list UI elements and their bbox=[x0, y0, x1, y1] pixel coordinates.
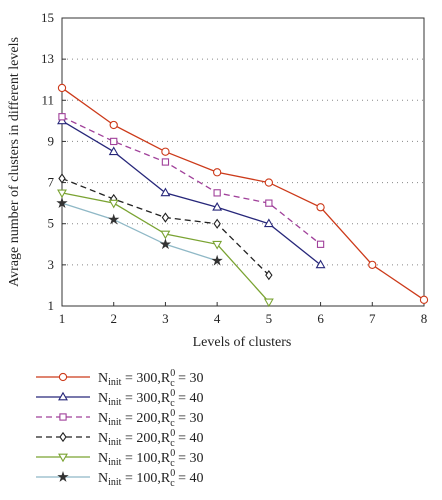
data-point bbox=[316, 240, 325, 248]
y-tick-label: 13 bbox=[41, 51, 54, 66]
data-point bbox=[160, 187, 171, 197]
legend-item: Ninit = 100,R0 c = 40 bbox=[36, 468, 204, 489]
x-tick-label: 3 bbox=[162, 311, 169, 326]
legend-label: Ninit = 300,R0 c = 30 bbox=[98, 368, 204, 389]
legend-marker bbox=[58, 372, 68, 382]
data-point bbox=[263, 218, 274, 228]
series-5 bbox=[57, 189, 274, 308]
data-point bbox=[110, 137, 118, 146]
data-point bbox=[108, 213, 120, 225]
data-point bbox=[108, 199, 119, 209]
x-tick-label: 2 bbox=[110, 311, 117, 326]
series-2 bbox=[57, 115, 326, 269]
data-point bbox=[212, 201, 223, 211]
y-tick-label: 1 bbox=[48, 298, 55, 313]
data-point bbox=[57, 83, 67, 93]
x-tick-label: 1 bbox=[59, 311, 66, 326]
data-point bbox=[213, 189, 221, 197]
legend-item: Ninit = 200,R0 c = 30 bbox=[36, 408, 204, 429]
y-tick-label: 5 bbox=[48, 216, 55, 231]
data-point bbox=[159, 238, 172, 250]
x-tick-label: 4 bbox=[214, 311, 221, 326]
data-point bbox=[160, 230, 171, 240]
legend-marker bbox=[59, 413, 67, 421]
data-point bbox=[108, 146, 119, 156]
data-point bbox=[212, 168, 222, 177]
data-point bbox=[58, 113, 66, 121]
data-point bbox=[161, 158, 170, 166]
legend-label: Ninit = 200,R0 c = 40 bbox=[98, 428, 204, 449]
y-tick-label: 15 bbox=[41, 10, 54, 25]
series-line bbox=[61, 87, 425, 301]
data-point bbox=[161, 147, 170, 156]
y-tick-label: 11 bbox=[41, 92, 54, 107]
legend-item: Ninit = 100,R0 c = 30 bbox=[36, 448, 204, 469]
data-point bbox=[58, 173, 66, 184]
data-point bbox=[316, 203, 325, 212]
data-point bbox=[161, 212, 170, 223]
data-point bbox=[264, 178, 274, 187]
y-tick-label: 7 bbox=[48, 175, 55, 190]
grid-lines bbox=[62, 58, 424, 266]
x-axis-ticks: 1 2 3 4 5 6 7 8 bbox=[59, 302, 428, 326]
data-point bbox=[265, 269, 273, 281]
series-6 bbox=[56, 197, 223, 266]
series-1 bbox=[57, 83, 429, 304]
legend-marker bbox=[58, 391, 68, 401]
data-point bbox=[315, 259, 326, 269]
series-line bbox=[61, 202, 218, 262]
legend-marker bbox=[58, 453, 68, 463]
data-point bbox=[263, 298, 274, 308]
series-3 bbox=[58, 113, 325, 248]
data-point bbox=[265, 199, 273, 207]
data-point bbox=[57, 189, 67, 199]
data-point bbox=[368, 260, 377, 270]
data-point bbox=[212, 240, 223, 250]
x-tick-label: 6 bbox=[317, 311, 324, 326]
series-line bbox=[61, 120, 321, 266]
data-point bbox=[56, 197, 68, 208]
legend-label: Ninit = 100,R0 c = 30 bbox=[98, 448, 204, 469]
series-4 bbox=[58, 173, 273, 281]
x-axis-title: Levels of clusters bbox=[193, 335, 292, 350]
data-point bbox=[211, 254, 223, 266]
y-tick-label: 9 bbox=[48, 133, 55, 148]
series-group bbox=[56, 83, 429, 308]
data-point bbox=[419, 295, 429, 304]
series-line bbox=[61, 116, 321, 245]
legend-item: Ninit = 300,R0 c = 40 bbox=[36, 388, 204, 409]
legend-marker bbox=[57, 471, 69, 482]
legend-label: Ninit = 100,R0 c = 40 bbox=[98, 468, 204, 489]
legend-item: Ninit = 200,R0 c = 40 bbox=[36, 428, 204, 449]
x-tick-label: 7 bbox=[369, 311, 376, 326]
legend-label: Ninit = 200,R0 c = 30 bbox=[98, 408, 204, 429]
legend-item: Ninit = 300,R0 c = 30 bbox=[36, 368, 204, 389]
series-line bbox=[61, 192, 270, 303]
x-tick-label: 8 bbox=[421, 311, 428, 326]
data-point bbox=[109, 120, 118, 130]
legend-marker bbox=[59, 431, 67, 443]
y-axis-title: Avrage number of clusters in different l… bbox=[7, 37, 22, 287]
plot-frame bbox=[61, 17, 425, 307]
x-tick-label: 5 bbox=[266, 311, 273, 326]
y-tick-label: 3 bbox=[48, 257, 55, 272]
data-point bbox=[213, 218, 221, 229]
legend-label: Ninit = 300,R0 c = 40 bbox=[98, 388, 204, 409]
